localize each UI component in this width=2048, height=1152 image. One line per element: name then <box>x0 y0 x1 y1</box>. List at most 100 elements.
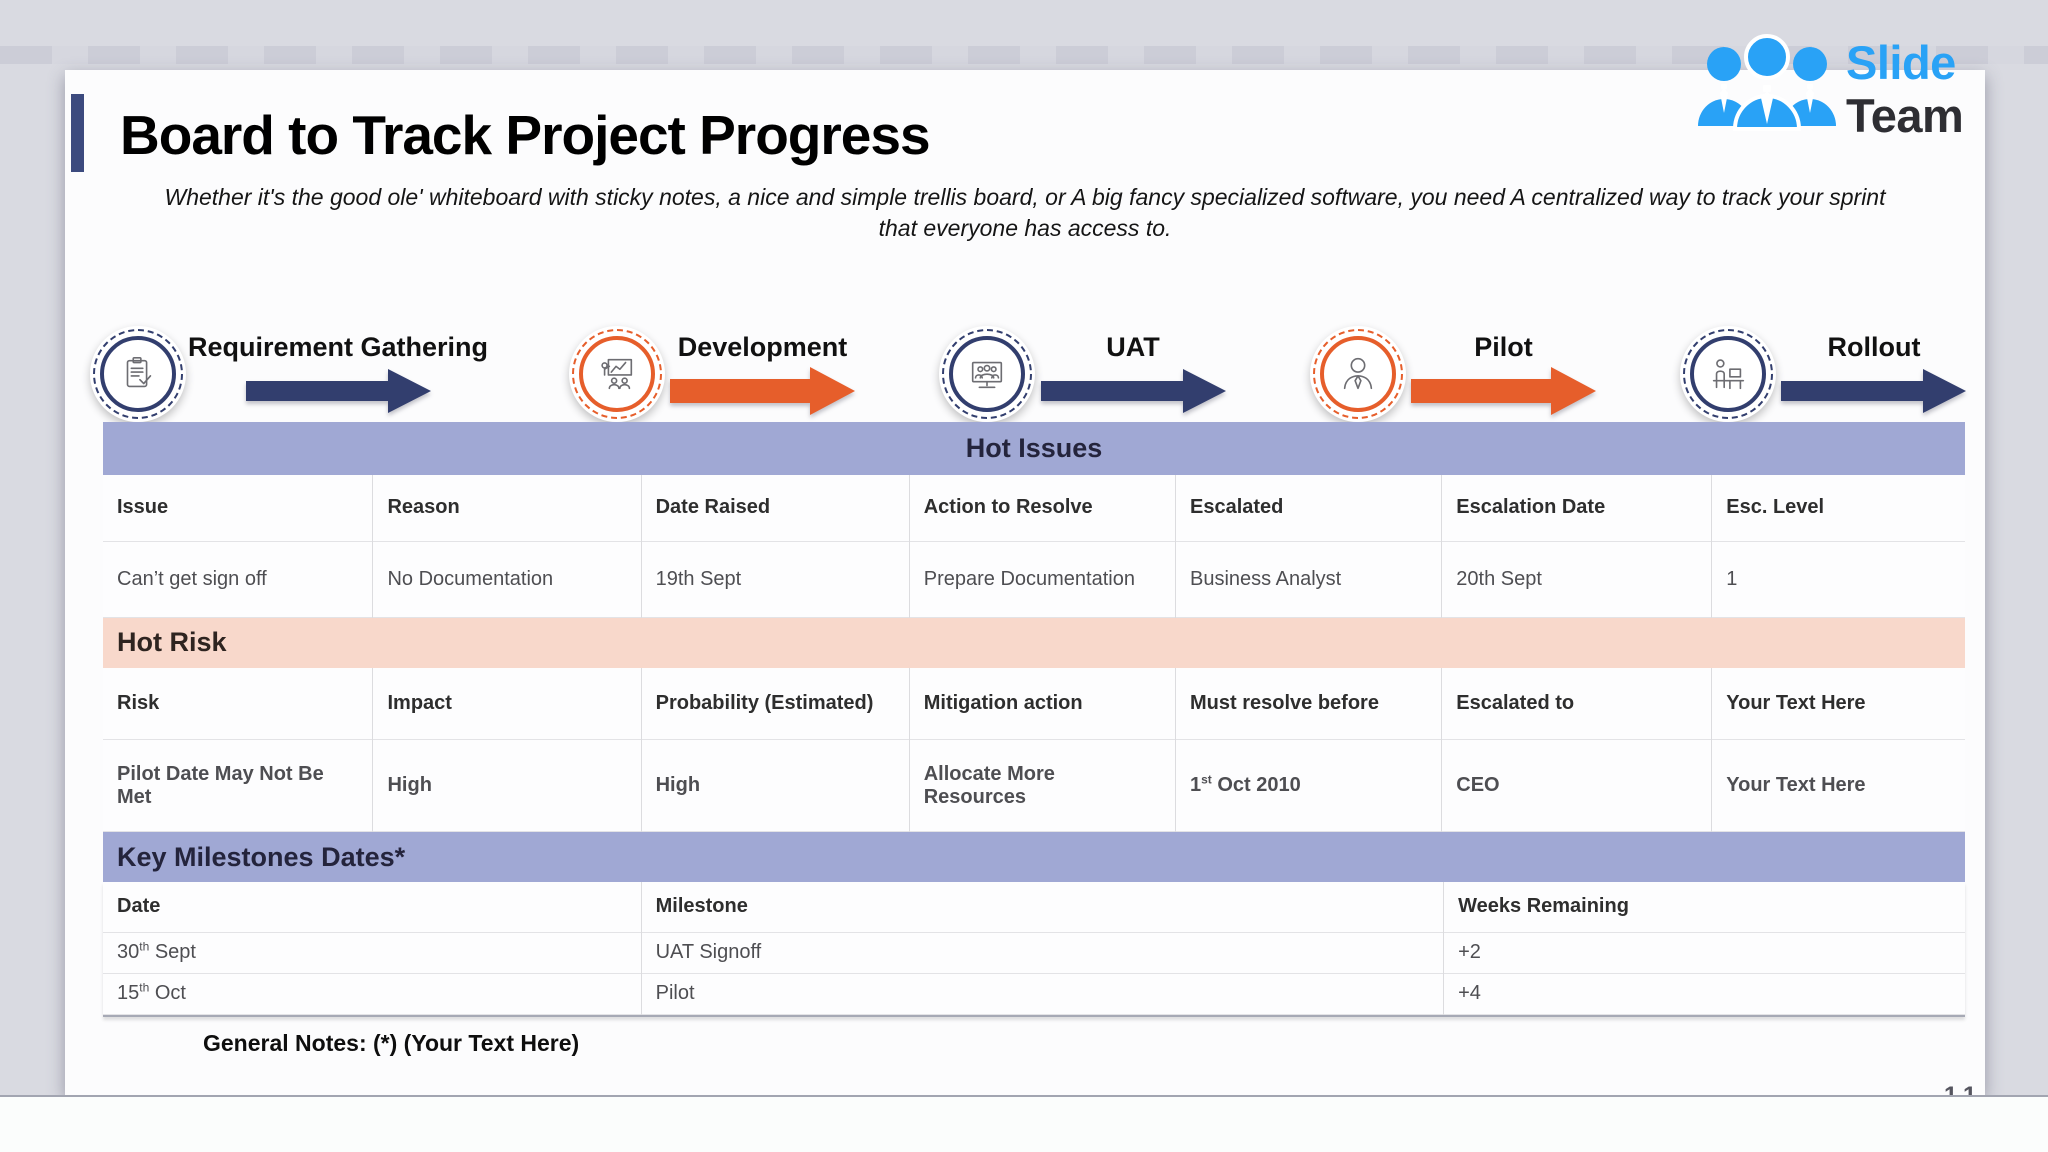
table-cell: 1st Oct 2010 <box>1174 739 1442 832</box>
arrow-right-icon <box>1781 369 1967 413</box>
table-cell: UAT Signoff <box>640 932 1444 973</box>
page-title: Board to Track Project Progress <box>120 104 931 166</box>
step-circle <box>568 326 665 422</box>
slide: Board to Track Project Progress Whether … <box>65 70 1985 1095</box>
column-header: Escalated to <box>1441 667 1712 740</box>
monitor-users-icon <box>971 361 1003 389</box>
process-step-pilot: Pilot <box>1309 326 1600 422</box>
solid-ring <box>1689 336 1766 412</box>
table-cell: +2 <box>1443 932 1965 973</box>
header-row: Date Milestone Weeks Remaining <box>103 882 1965 932</box>
column-header: Date <box>117 895 161 918</box>
step-label: Pilot <box>1474 332 1533 362</box>
logo-text-slide: Slide <box>1846 36 1956 89</box>
step-label: Development <box>677 332 848 362</box>
arrow-right-icon <box>245 369 431 413</box>
dashed-ring <box>942 329 1033 419</box>
people-logo-icon <box>1698 34 1836 131</box>
dashed-ring <box>93 329 183 419</box>
column-header: Milestone <box>640 882 1444 932</box>
hot-issues-band: Hot Issues <box>103 422 1965 475</box>
key-milestones-table: Date Milestone Weeks Remaining 30th Sept UAT… <box>103 882 1965 1015</box>
process-flow: Requirement Gathering Development <box>90 308 1970 440</box>
dashed-ring <box>1312 329 1403 419</box>
process-step-requirement-gathering: Requirement Gathering <box>90 326 488 422</box>
slideteam-logo: Slide Team <box>1692 28 1964 150</box>
process-step-uat: UAT <box>939 326 1229 422</box>
table-cell: High <box>640 739 910 832</box>
table-cell: Allocate More Resources <box>908 739 1176 832</box>
column-header: Issue <box>117 496 169 519</box>
table-row: Pilot Date May Not Be Met High High Allocat… <box>103 739 1965 832</box>
table-cell: 1 <box>1711 541 1965 617</box>
page-number: 11 <box>1944 1082 1983 1095</box>
table-row: Can’t get sign off No Documentation 19th S… <box>103 541 1965 617</box>
column-header: Your Text Here <box>1711 667 1965 740</box>
hot-issues-table: Issue Reason Date Raised Action to Resolve E… <box>103 475 1965 618</box>
column-header: Mitigation action <box>908 667 1176 740</box>
step-circle <box>90 326 186 422</box>
general-notes: General Notes: (*) (Your Text Here) <box>203 1029 580 1056</box>
column-header: Escalated <box>1174 475 1442 541</box>
header-row: Risk Impact Probability (Estimated) Mitigat… <box>103 667 1965 740</box>
title-accent-bar <box>71 94 84 172</box>
table-cell: CEO <box>1441 739 1712 832</box>
table-cell: Pilot Date May Not Be Met <box>117 762 324 808</box>
header-row: Issue Reason Date Raised Action to Resolve E… <box>103 475 1965 541</box>
step-circle <box>1309 326 1406 422</box>
businessman-icon <box>1343 357 1372 390</box>
background-texture <box>0 46 2048 64</box>
step-label: Rollout <box>1827 332 1921 362</box>
workstation-icon <box>1712 359 1745 390</box>
arrow-right-icon <box>1411 367 1596 415</box>
clipboard-check-icon <box>126 356 152 388</box>
table-cell: Your Text Here <box>1711 739 1965 832</box>
key-milestones-band: Key Milestones Dates* <box>103 832 1965 882</box>
solid-ring <box>949 336 1026 412</box>
tables-section: Hot Issues Issue Reason Date Raised Action … <box>103 422 1965 1057</box>
process-step-rollout: Rollout <box>1679 326 1970 422</box>
step-circle <box>939 326 1036 422</box>
table-cell: 30th Sept <box>117 939 196 963</box>
logo-text-team: Team <box>1846 89 1964 142</box>
column-header: Action to Resolve <box>908 475 1176 541</box>
column-header: Weeks Remaining <box>1443 882 1965 932</box>
column-header: Escalation Date <box>1441 475 1712 541</box>
dashed-ring <box>1682 329 1773 419</box>
key-milestones-table-wrap: Date Milestone Weeks Remaining 30th Sept UAT… <box>103 882 1965 1017</box>
table-cell: Business Analyst <box>1174 541 1442 617</box>
solid-ring <box>100 336 176 412</box>
table-cell: Pilot <box>640 973 1444 1014</box>
table-cell: 20th Sept <box>1441 541 1712 617</box>
column-header: Esc. Level <box>1711 475 1965 541</box>
table-cell: +4 <box>1443 973 1965 1014</box>
table-row: 15th Oct Pilot +4 <box>103 973 1965 1014</box>
table-cell: High <box>372 739 642 832</box>
step-label: Requirement Gathering <box>188 332 489 362</box>
hot-risk-band: Hot Risk <box>103 617 1965 668</box>
solid-ring <box>578 336 655 412</box>
table-cell: Prepare Documentation <box>908 541 1176 617</box>
column-header: Date Raised <box>640 475 910 541</box>
table-cell: 15th Oct <box>117 980 186 1004</box>
slide-subtitle: Whether it's the good ole' whiteboard wi… <box>164 184 1886 241</box>
hot-risk-table: Risk Impact Probability (Estimated) Mitigat… <box>103 667 1965 832</box>
bottom-strip <box>0 1097 2048 1152</box>
table-cell: 19th Sept <box>640 541 910 617</box>
solid-ring <box>1319 336 1396 412</box>
arrow-right-icon <box>670 367 856 415</box>
column-header: Impact <box>372 667 642 740</box>
step-label: UAT <box>1106 332 1160 362</box>
column-header: Must resolve before <box>1174 667 1442 740</box>
table-cell: Can’t get sign off <box>117 567 267 590</box>
dashed-ring <box>571 329 662 419</box>
process-step-development: Development <box>568 326 859 422</box>
arrow-right-icon <box>1040 369 1226 413</box>
table-cell: No Documentation <box>372 541 642 617</box>
step-circle <box>1679 326 1776 422</box>
column-header: Risk <box>117 691 160 714</box>
table-row: 30th Sept UAT Signoff +2 <box>103 932 1965 973</box>
column-header: Probability (Estimated) <box>640 667 910 740</box>
bottom-divider <box>0 1095 2048 1097</box>
presentation-icon <box>600 358 632 390</box>
